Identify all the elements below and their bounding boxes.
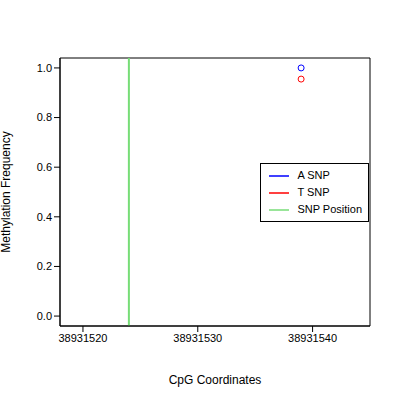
svg-text:0.2: 0.2: [37, 260, 52, 272]
svg-text:38931520: 38931520: [58, 332, 107, 344]
svg-text:CpG Coordinates: CpG Coordinates: [169, 373, 262, 387]
svg-text:0.4: 0.4: [37, 211, 52, 223]
html-text:A SNP: A SNP: [297, 169, 330, 181]
html-text:SNP Position: SNP Position: [297, 203, 362, 215]
svg-text:Methylation Frequency: Methylation Frequency: [8, 131, 13, 252]
svg-text:38931540: 38931540: [288, 332, 337, 344]
svg-text:0.6: 0.6: [37, 161, 52, 173]
svg-text:0.8: 0.8: [37, 111, 52, 123]
svg-text:38931530: 38931530: [173, 332, 222, 344]
svg-text:1.0: 1.0: [37, 62, 52, 74]
html-text:T SNP: T SNP: [297, 186, 330, 198]
svg-text:0.0: 0.0: [37, 310, 52, 322]
